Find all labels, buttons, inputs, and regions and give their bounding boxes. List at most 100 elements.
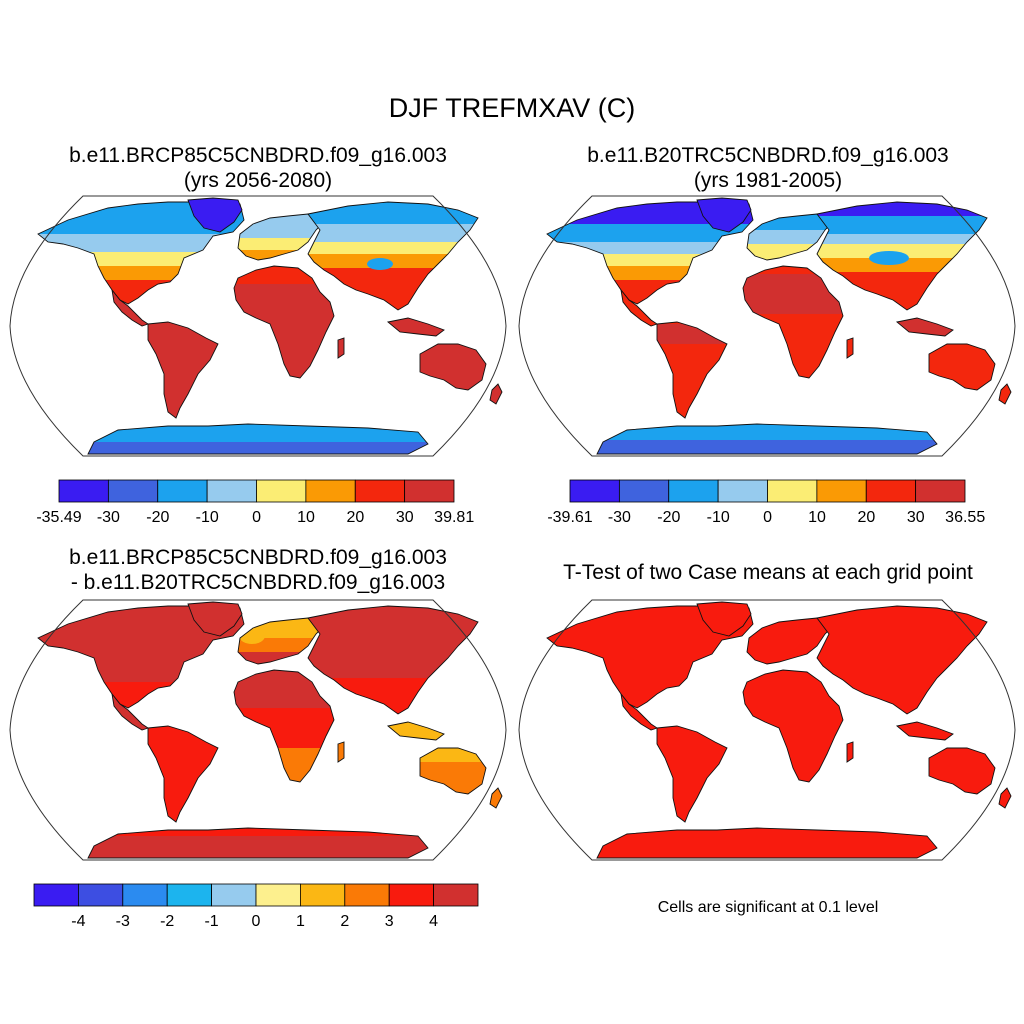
colorbar-tick-label: -1	[204, 913, 218, 930]
colorbar-tick-label: -30	[97, 509, 120, 526]
colorbar-swatch	[767, 479, 818, 503]
panel-4-significance-note: Cells are significant at 0.1 level	[657, 899, 879, 916]
colorbar-swatch	[433, 883, 479, 907]
landmass-eu	[237, 617, 329, 665]
colorbar-tick-label: 1	[296, 913, 305, 930]
colorbar-tick-label: 10	[808, 509, 826, 526]
map-panel-1	[9, 195, 507, 457]
colorbar-swatch	[211, 883, 257, 907]
landmass-af	[742, 669, 844, 783]
figure-title: DJF TREFMXAV (C)	[388, 93, 636, 123]
panel-3-difference-label: - b.e11.B20TRC5CNBDRD.f09_g16.003	[70, 571, 446, 594]
colorbar-tick-label: 20	[858, 509, 876, 526]
colorbar-tick-label: -20	[146, 509, 169, 526]
landmass-id	[386, 721, 445, 741]
panel-3-case-name: b.e11.BRCP85C5CNBDRD.f09_g16.003	[69, 546, 447, 569]
colorbar-swatch	[388, 883, 435, 907]
landmass-eu	[746, 617, 838, 665]
panel-2-case-name: b.e11.B20TRC5CNBDRD.f09_g16.003	[587, 144, 949, 167]
colorbar-tick-label: 30	[396, 509, 414, 526]
landmass-au	[419, 343, 487, 391]
colorbar-tick-label: 0	[252, 913, 261, 930]
colorbar-swatch	[299, 883, 346, 907]
landmass-sa	[147, 725, 219, 823]
colorbar-tick-label: -10	[707, 509, 730, 526]
landmass-an	[596, 827, 938, 859]
map-panel-3	[9, 599, 507, 861]
landmass-sa	[147, 321, 219, 419]
colorbar-swatch	[78, 883, 124, 907]
colorbar-tick-label: -35.49	[36, 509, 81, 526]
map-panel-4	[518, 599, 1016, 861]
colorbar-swatch	[569, 479, 620, 503]
panel-1-title: b.e11.BRCP85C5CNBDRD.f09_g16.003 (yrs 20…	[8, 143, 508, 193]
panel-1-years: (yrs 2056-2080)	[183, 169, 333, 192]
colorbar-tick-label: 0	[252, 509, 261, 526]
landmass-id	[386, 317, 445, 337]
colorbar-swatch	[166, 883, 212, 907]
landmass-gr	[187, 197, 243, 233]
panel-3-title: b.e11.BRCP85C5CNBDRD.f09_g16.003 - b.e11…	[8, 545, 508, 595]
colorbar-swatch	[816, 479, 867, 503]
landmass-an	[596, 423, 938, 455]
landmass-af	[742, 265, 844, 379]
landmass-mg	[337, 741, 345, 763]
colorbar-tick-label: 0	[763, 509, 772, 526]
colorbar-swatch	[618, 479, 670, 503]
landmass-gr	[187, 601, 243, 637]
colorbar-tick-label: -3	[116, 913, 130, 930]
colorbar-swatch	[354, 479, 406, 503]
landmass-mg	[846, 337, 854, 359]
landmass-an	[87, 827, 429, 859]
colorbar-tick-label: 36.55	[945, 509, 985, 526]
colorbar-swatch	[255, 883, 301, 907]
colorbar-tick-label: 4	[429, 913, 438, 930]
colorbar-tick-label: -39.61	[547, 509, 592, 526]
landmass-nz	[489, 787, 503, 809]
colorbar-panel-1: -35.49 -30 -20 -10 0 10 20 30 39.81	[36, 479, 474, 526]
colorbar-panel-3: -4 -3 -2 -1 0 1 2 3 4	[33, 883, 479, 930]
colorbar-swatch	[58, 479, 109, 503]
landmass-au	[928, 343, 996, 391]
landmass-mg	[337, 337, 345, 359]
colorbar-tick-label: 3	[385, 913, 394, 930]
colorbar-panel-2: -39.61 -30 -20 -10 0 10 20 30 36.55	[547, 479, 985, 526]
colorbar-tick-label: -10	[196, 509, 219, 526]
colorbar-tick-label: 20	[347, 509, 365, 526]
landmass-nz	[998, 787, 1012, 809]
colorbar-swatch	[404, 479, 455, 503]
landmass-gr	[696, 197, 752, 233]
map-panel-2	[518, 195, 1016, 457]
colorbar-tick-label: 2	[340, 913, 349, 930]
landmass-sa	[656, 725, 728, 823]
landmass-id	[895, 317, 954, 337]
panel-2-years: (yrs 1981-2005)	[693, 169, 843, 192]
landmass-id	[895, 721, 954, 741]
colorbar-swatch	[668, 479, 719, 503]
colorbar-swatch	[206, 479, 257, 503]
colorbar-tick-label: 10	[297, 509, 315, 526]
colorbar-swatch	[717, 479, 768, 503]
colorbar-swatch	[865, 479, 917, 503]
panel-1-case-name: b.e11.BRCP85C5CNBDRD.f09_g16.003	[69, 144, 447, 167]
colorbar-tick-label: -4	[71, 913, 85, 930]
panel-2-title: b.e11.B20TRC5CNBDRD.f09_g16.003 (yrs 198…	[518, 143, 1018, 193]
colorbar-swatch	[344, 883, 390, 907]
landmass-au	[419, 747, 487, 795]
landmass-gr	[696, 601, 752, 637]
landmass-au	[928, 747, 996, 795]
landmass-nz	[998, 383, 1012, 405]
landmass-mg	[846, 741, 854, 763]
landmass-an	[87, 423, 429, 455]
colorbar-swatch	[915, 479, 966, 503]
landmass-eu	[746, 213, 838, 261]
colorbar-swatch	[157, 479, 208, 503]
colorbar-tick-label: -30	[608, 509, 631, 526]
colorbar-swatch	[33, 883, 79, 907]
landmass-as	[816, 605, 988, 715]
colorbar-swatch	[256, 479, 307, 503]
colorbar-swatch	[305, 479, 356, 503]
landmass-na	[546, 605, 754, 709]
colorbar-tick-label: 30	[907, 509, 925, 526]
landmass-nz	[489, 383, 503, 405]
